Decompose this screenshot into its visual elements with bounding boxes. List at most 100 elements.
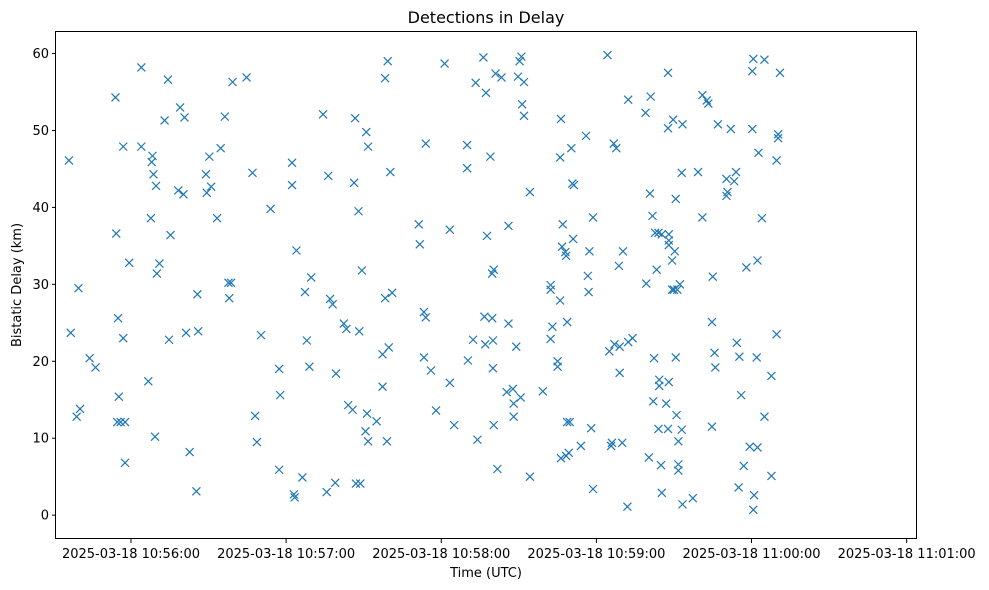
data-point	[160, 116, 170, 125]
data-point	[710, 363, 720, 372]
data-point	[202, 188, 212, 198]
data-point	[289, 489, 299, 499]
data-point	[491, 69, 500, 78]
data-point	[654, 424, 663, 434]
data-point	[331, 369, 341, 379]
data-point	[382, 436, 392, 446]
data-point	[519, 111, 529, 121]
data-point	[753, 443, 762, 452]
data-point	[775, 68, 785, 78]
data-point	[615, 342, 625, 352]
data-point	[226, 278, 236, 288]
data-point	[357, 266, 367, 275]
data-point	[515, 56, 525, 66]
data-point	[628, 333, 638, 343]
x-tick-label: 2025-03-18 10:59:00	[527, 547, 665, 562]
data-point	[297, 473, 307, 482]
data-point	[150, 432, 160, 442]
data-point	[731, 167, 741, 177]
data-point	[614, 261, 624, 271]
data-point	[180, 112, 189, 122]
data-point	[325, 294, 335, 304]
data-point	[757, 213, 767, 223]
data-point	[449, 420, 459, 430]
data-point	[426, 366, 436, 375]
data-point	[361, 426, 370, 436]
data-point	[224, 278, 233, 288]
y-tick-label: 20	[32, 355, 49, 370]
data-point	[673, 466, 683, 475]
data-point	[568, 234, 578, 244]
data-point	[330, 478, 340, 488]
data-point	[349, 178, 359, 188]
data-point	[482, 231, 492, 241]
plot-area-frame	[55, 31, 917, 539]
data-point	[678, 499, 687, 509]
data-point	[481, 88, 491, 98]
data-point	[387, 288, 397, 298]
data-point	[641, 279, 651, 289]
data-point	[75, 404, 85, 414]
data-point	[304, 362, 314, 372]
data-point	[114, 392, 124, 402]
data-point	[120, 458, 130, 468]
data-point	[163, 75, 173, 85]
data-point	[173, 186, 183, 195]
data-point	[112, 417, 122, 427]
data-point	[111, 92, 120, 102]
data-point	[419, 307, 429, 317]
data-point	[488, 336, 498, 345]
data-point	[421, 139, 431, 148]
data-point	[468, 335, 478, 345]
data-point	[610, 339, 619, 349]
data-point	[615, 368, 625, 378]
data-point	[671, 353, 681, 362]
data-point	[292, 246, 301, 255]
data-point	[677, 425, 687, 435]
data-point	[421, 313, 431, 322]
data-point	[489, 420, 499, 430]
data-point	[741, 262, 751, 272]
data-point	[519, 77, 529, 87]
data-point	[588, 484, 598, 494]
data-point	[511, 342, 521, 352]
data-point	[565, 417, 575, 427]
data-point	[697, 90, 707, 100]
data-point	[323, 171, 333, 181]
data-point	[656, 460, 666, 470]
data-point	[548, 322, 557, 332]
data-point	[348, 405, 357, 415]
data-point	[726, 124, 736, 134]
data-point	[175, 102, 185, 112]
data-point	[485, 152, 495, 162]
data-point	[664, 377, 674, 387]
data-point	[650, 228, 660, 238]
data-point	[414, 219, 424, 229]
data-point	[617, 438, 627, 448]
data-point	[734, 352, 744, 362]
data-point	[136, 142, 146, 152]
data-point	[362, 409, 372, 419]
y-tick-label: 10	[32, 432, 49, 447]
x-axis-ticks: 2025-03-18 10:56:00 2025-03-18 10:57:00 20…	[62, 539, 976, 562]
data-point	[517, 99, 527, 109]
data-point	[136, 62, 146, 72]
data-point	[322, 487, 332, 497]
data-point	[72, 412, 82, 422]
data-point	[152, 269, 162, 278]
data-point	[675, 279, 685, 289]
data-point	[646, 92, 656, 102]
data-point	[274, 364, 284, 374]
x-tick-label: 2025-03-18 10:56:00	[62, 547, 200, 562]
x-tick-label: 2025-03-18 10:58:00	[372, 547, 510, 562]
data-point	[91, 363, 100, 372]
data-point	[415, 239, 425, 249]
data-point	[772, 329, 782, 339]
data-point	[671, 194, 681, 204]
data-point	[693, 167, 703, 177]
data-point	[556, 114, 566, 124]
data-point	[201, 169, 211, 179]
data-point	[722, 174, 731, 184]
data-point	[385, 167, 395, 177]
